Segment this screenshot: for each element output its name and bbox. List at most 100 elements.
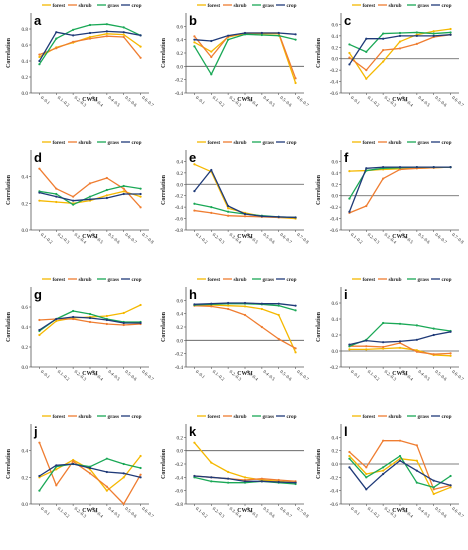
data-point-shrub [277,478,280,482]
data-point-grass [277,304,280,307]
y-tick-label: 0.4 [22,449,29,455]
x-tick-label: 0.6–0.7 [279,506,293,519]
data-point-grass [88,312,92,316]
data-point-forest [365,348,368,351]
chart-svg-d: 0.00.20.40.1–0.2 0.2–0.3 0.3–0.4 0.4–0.5 0.5… [6,140,155,245]
x-tick-label: 0.2–0.3 [57,232,71,245]
data-point-shrub [348,56,351,59]
data-point-grass [382,32,385,35]
data-point-forest [432,30,435,33]
data-point-grass [415,324,418,327]
legend-label-grass: grass [418,140,430,146]
x-tick-label: 0–0.1 [350,95,362,106]
data-point-grass [227,38,230,41]
legend-label-forest: forest [208,277,221,283]
y-axis-title: Correlation [6,311,12,342]
data-point-shrub [227,307,230,311]
legend-label-crop: crop [287,277,297,283]
data-point-shrub [38,53,41,56]
y-tick-label: -0.6 [330,91,339,97]
data-point-crop [88,316,92,320]
y-tick-label: 0.4 [332,317,339,323]
legend-label-crop: crop [287,414,297,420]
data-point-shrub [105,35,108,38]
data-point-crop [415,338,418,341]
data-point-crop [38,328,41,332]
data-point-grass [72,203,75,206]
data-point-grass [210,480,213,483]
x-tick-label: 0.1–0.2 [350,232,364,245]
series-line-shrub [194,305,296,349]
chart-svg-a: 0.00.20.40.60.80–0.1 0.1–0.2 0.2–0.3 0.3–0.… [6,3,155,108]
data-point-crop [243,480,247,483]
legend-label-forest: forest [208,414,221,420]
data-point-shrub [55,484,58,487]
data-point-forest [348,454,351,458]
data-point-crop [38,59,41,63]
data-point-forest [449,27,452,31]
data-point-shrub [193,35,196,38]
data-point-forest [105,314,108,318]
legend-label-shrub: shrub [79,140,92,146]
data-point-forest [210,50,213,53]
chart-svg-h: -0.4-0.20.00.20.40.60–0.1 0.1–0.2 0.2–0.3 0… [161,277,310,382]
x-tick-label: 0.1–0.2 [40,232,54,245]
data-point-shrub [382,439,385,442]
data-point-shrub [122,323,125,327]
x-tick-label: 0.5–0.6 [434,95,448,108]
data-point-crop [72,462,75,466]
data-point-grass [105,23,108,26]
data-point-shrub [398,168,402,171]
panel-label: c [344,13,351,28]
data-point-grass [105,457,108,460]
data-point-grass [210,73,213,76]
y-tick-label: 0.6 [22,43,29,49]
data-point-crop [260,302,263,305]
y-tick-label: -0.6 [175,489,184,495]
data-point-forest [193,441,196,444]
data-point-crop [243,31,247,35]
y-tick-label: -0.4 [175,205,184,211]
data-point-shrub [398,439,402,442]
data-point-grass [365,476,368,479]
chart-svg-b: -0.4-0.20.00.20.40.60–0.1 0.1–0.2 0.2–0.3 0… [161,3,310,108]
legend-label-forest: forest [208,3,221,9]
data-point-grass [398,454,402,458]
data-point-crop [432,333,435,337]
y-tick-label: 0.2 [332,333,339,339]
x-tick-label: 0.1–0.2 [57,369,71,382]
x-tick-label: 0.7–0.8 [296,232,310,245]
legend-label-crop: crop [442,414,452,420]
data-point-shrub [382,345,385,349]
x-axis-title: CWSI [392,508,408,514]
chart-panel-j: 0.0 0.2 0.4 0–0.1 0.1–0.2 0.2–0.3 0.3–0.4 0.4–0… [4,413,155,547]
y-tick-label: 0.4 [22,59,29,65]
data-point-grass [348,345,351,348]
y-tick-label: 0.2 [177,171,184,177]
chart-panel-a: 0.0 0.2 0.4 0.6 0.8 0–0.1 0.1–0.2 0.2–0.3 0.3–0.… [4,2,155,136]
x-axis-title: CWSI [82,234,98,240]
legend-label-crop: crop [132,414,142,420]
chart-svg-e: -0.8 -0.6 -0.4 -0.2 0.0 0.2 0.4 0.1–0.2 0.2–0.3 0… [161,140,310,245]
y-axis-title: Correlation [316,311,322,342]
x-tick-label: 0.6–0.7 [451,95,465,108]
data-point-grass [449,474,452,478]
data-point-crop [122,192,125,196]
data-point-grass [415,31,418,34]
data-point-crop [139,192,142,196]
y-tick-label: -0.8 [175,228,184,234]
y-tick-label: 0.4 [22,325,29,331]
data-point-grass [398,31,402,35]
data-point-shrub [88,472,92,475]
legend-label-shrub: shrub [234,414,247,420]
data-point-crop [210,39,213,43]
panel-label: a [34,13,42,28]
y-tick-label: -0.6 [175,217,184,223]
y-axis-title: Correlation [161,311,167,342]
legend-label-grass: grass [108,277,120,283]
data-point-crop [415,34,418,37]
series-line-crop [193,169,296,219]
chart-svg-l: -0.6-0.4-0.20.00.20.40–0.1 0.1–0.2 0.2–0.3… [316,414,465,519]
data-point-forest [193,163,196,166]
